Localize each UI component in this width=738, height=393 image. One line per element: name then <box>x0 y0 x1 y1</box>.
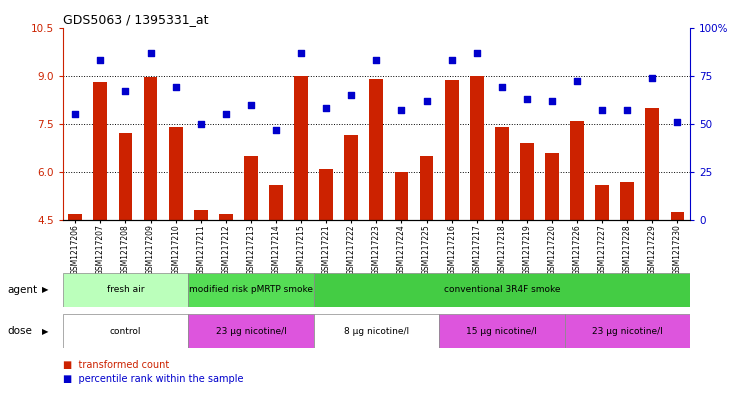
Bar <box>545 152 559 220</box>
Bar <box>520 143 534 220</box>
Bar <box>188 273 314 307</box>
Point <box>345 92 357 98</box>
Bar <box>395 172 408 220</box>
Text: 8 μg nicotine/l: 8 μg nicotine/l <box>344 327 409 336</box>
Text: control: control <box>110 327 141 336</box>
Bar <box>439 314 565 348</box>
Point <box>145 50 156 56</box>
Text: ▶: ▶ <box>42 327 49 336</box>
Bar <box>445 81 458 220</box>
Bar <box>495 127 508 220</box>
Bar <box>420 156 433 220</box>
Bar <box>144 77 157 220</box>
Point <box>421 97 432 104</box>
Point <box>245 101 257 108</box>
Point <box>446 57 458 63</box>
Point <box>471 50 483 56</box>
Point <box>270 127 282 133</box>
Bar <box>169 127 182 220</box>
Text: 23 μg nicotine/l: 23 μg nicotine/l <box>592 327 663 336</box>
Bar <box>370 79 383 220</box>
Point <box>596 107 608 114</box>
Text: 23 μg nicotine/l: 23 μg nicotine/l <box>215 327 286 336</box>
Bar <box>188 314 314 348</box>
Bar <box>565 314 690 348</box>
Text: ▶: ▶ <box>42 285 49 294</box>
Point <box>672 119 683 125</box>
Text: agent: agent <box>7 285 38 295</box>
Point <box>94 57 106 63</box>
Point <box>621 107 633 114</box>
Text: ■  percentile rank within the sample: ■ percentile rank within the sample <box>63 374 244 384</box>
Text: fresh air: fresh air <box>107 285 144 294</box>
Bar <box>119 133 132 220</box>
Bar <box>470 75 483 220</box>
Bar <box>63 314 188 348</box>
Point <box>571 78 583 84</box>
Point <box>220 111 232 117</box>
Text: 15 μg nicotine/l: 15 μg nicotine/l <box>466 327 537 336</box>
Bar <box>244 156 258 220</box>
Point <box>396 107 407 114</box>
Bar <box>63 273 188 307</box>
Bar <box>94 82 107 220</box>
Point <box>646 74 658 81</box>
Point <box>521 95 533 102</box>
Point <box>496 84 508 90</box>
Bar <box>269 185 283 220</box>
Point <box>120 88 131 94</box>
Text: dose: dose <box>7 326 32 336</box>
Bar <box>345 135 358 220</box>
Bar <box>294 75 308 220</box>
Point <box>195 121 207 127</box>
Point <box>295 50 307 56</box>
Bar <box>646 108 659 220</box>
Bar <box>219 214 232 220</box>
Point <box>370 57 382 63</box>
Point <box>170 84 182 90</box>
Bar <box>69 214 82 220</box>
Bar <box>320 169 333 220</box>
Text: ■  transformed count: ■ transformed count <box>63 360 169 371</box>
Bar <box>314 273 690 307</box>
Text: modified risk pMRTP smoke: modified risk pMRTP smoke <box>189 285 313 294</box>
Point <box>69 111 81 117</box>
Bar <box>671 212 684 220</box>
Text: GDS5063 / 1395331_at: GDS5063 / 1395331_at <box>63 13 208 26</box>
Bar <box>314 314 439 348</box>
Point <box>546 97 558 104</box>
Bar <box>621 182 634 220</box>
Bar <box>596 185 609 220</box>
Bar <box>570 121 584 220</box>
Text: conventional 3R4F smoke: conventional 3R4F smoke <box>444 285 560 294</box>
Point <box>320 105 332 112</box>
Bar <box>194 211 207 220</box>
